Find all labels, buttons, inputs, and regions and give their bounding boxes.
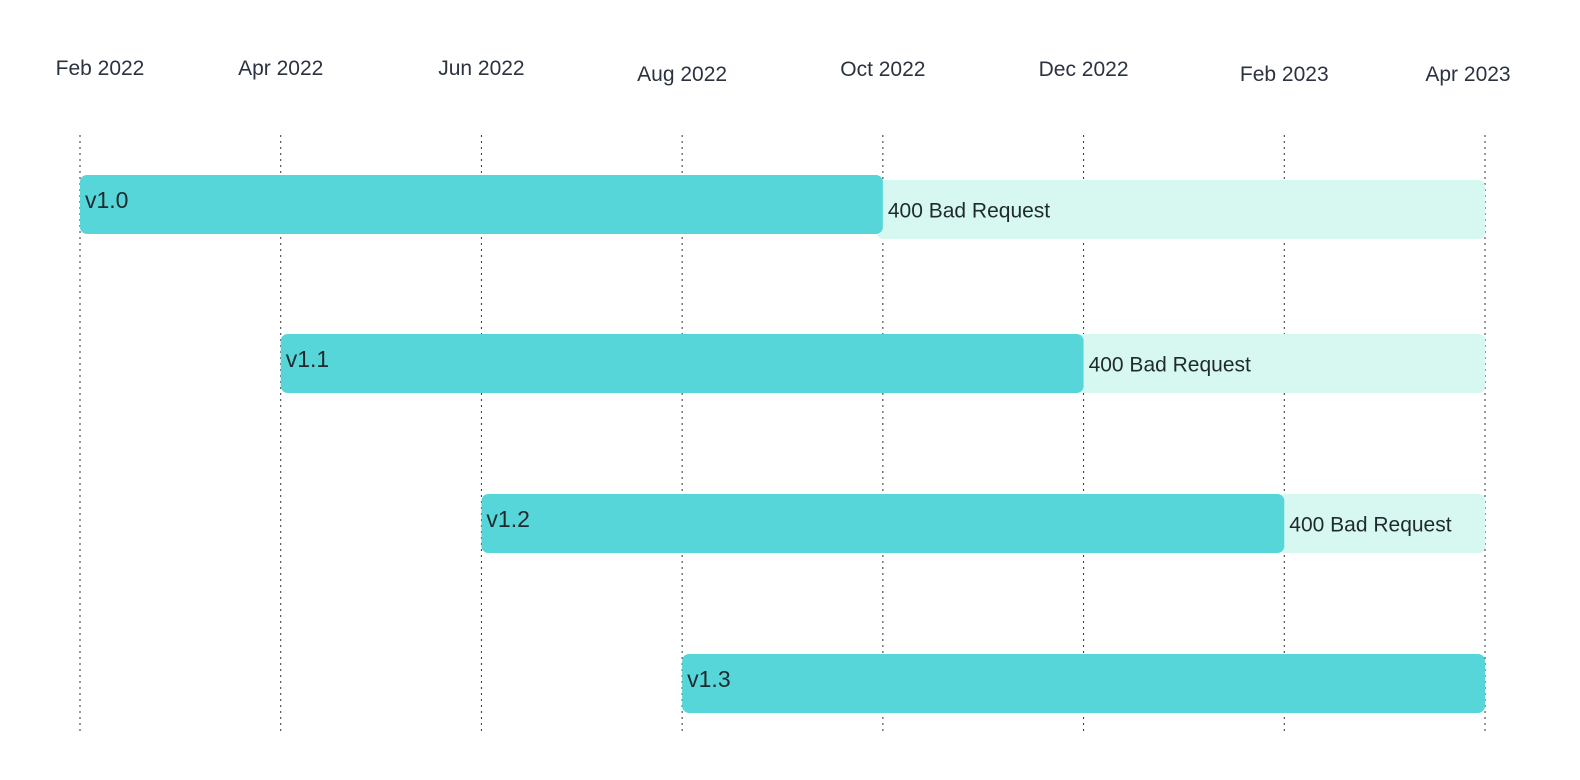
version-bar: [80, 175, 883, 234]
x-tick-label: Jun 2022: [438, 57, 524, 80]
x-tick-label: Apr 2022: [238, 57, 323, 80]
x-tick-label: Dec 2022: [1039, 58, 1129, 81]
status-label: 400 Bad Request: [1289, 514, 1451, 537]
version-label: v1.2: [486, 506, 529, 532]
status-label: 400 Bad Request: [1089, 354, 1251, 377]
status-segment: [1077, 334, 1485, 393]
x-tick-label: Oct 2022: [840, 58, 925, 81]
x-tick-label: Feb 2023: [1240, 63, 1329, 86]
version-bar: [280, 334, 1084, 393]
version-label: v1.1: [286, 346, 329, 372]
version-label: v1.0: [85, 187, 128, 213]
status-segment: [876, 180, 1485, 239]
x-tick-label: Aug 2022: [637, 63, 727, 86]
version-label: v1.3: [687, 666, 730, 692]
version-bar: [481, 494, 1285, 553]
x-tick-label: Feb 2022: [56, 57, 145, 80]
status-label: 400 Bad Request: [888, 200, 1050, 223]
version-bar: [682, 654, 1485, 713]
status-segment: [1278, 494, 1485, 553]
x-tick-label: Apr 2023: [1425, 63, 1510, 86]
